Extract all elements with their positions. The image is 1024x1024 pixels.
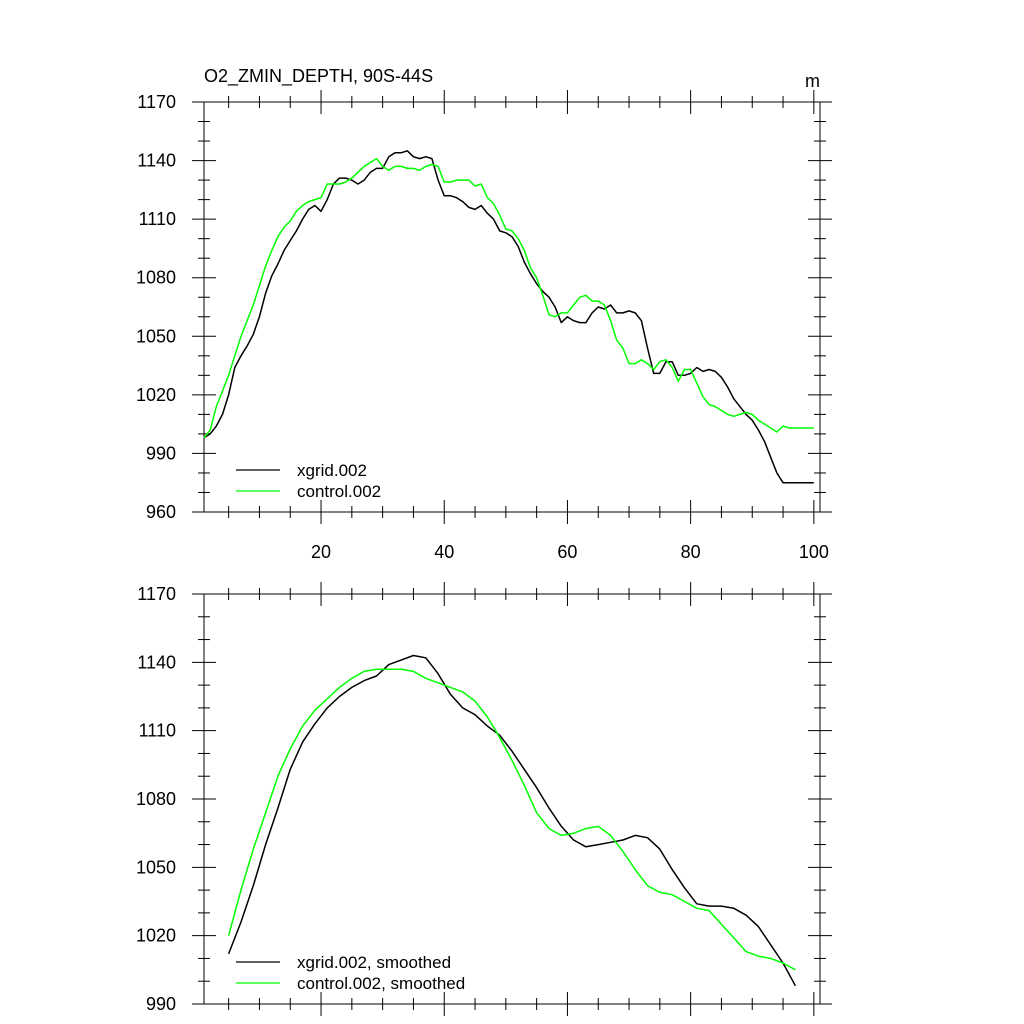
bottom-panel: 990 1020 1050 1080 1110 1140 1170 xgrid.002, s… <box>136 582 832 1016</box>
y-tick-label: 1080 <box>136 789 176 809</box>
legend: xgrid.002, smoothed control.002, smoothe… <box>236 953 465 993</box>
y-tick-label: 1110 <box>139 721 176 741</box>
x-tick-labels: 20 40 60 80 100 <box>311 542 829 562</box>
x-tick-label: 60 <box>557 542 577 562</box>
series-lines <box>203 150 814 484</box>
series-line-xgrid <box>203 150 814 484</box>
y-tick-label: 1140 <box>137 652 176 672</box>
x-tick-label: 20 <box>311 542 331 562</box>
y-tick-label: 1140 <box>137 151 176 171</box>
series-line-control <box>203 157 814 439</box>
y-tick-label: 1050 <box>136 326 176 346</box>
legend-label-control: control.002 <box>297 482 381 501</box>
plot-frame <box>203 593 821 1005</box>
y-tick-label: 1020 <box>136 926 176 946</box>
y-tick-label: 1170 <box>137 584 176 604</box>
legend-label-xgrid-smoothed: xgrid.002, smoothed <box>297 953 451 972</box>
y-tick-labels: 960 990 1020 1050 1080 1110 1140 1170 <box>136 92 176 522</box>
y-tick-label: 1080 <box>136 268 176 288</box>
legend-label-xgrid: xgrid.002 <box>297 461 367 480</box>
legend: xgrid.002 control.002 <box>236 461 381 501</box>
plot-frame <box>203 101 821 513</box>
y-tick-label: 1170 <box>137 92 176 112</box>
y-tick-label: 960 <box>146 502 176 522</box>
x-tick-label: 80 <box>681 542 701 562</box>
series-line-xgrid <box>227 654 797 987</box>
y-tick-label: 990 <box>146 443 176 463</box>
chart-title: O2_ZMIN_DEPTH, 90S-44S <box>204 66 433 87</box>
top-panel: O2_ZMIN_DEPTH, 90S-44S m 960 990 1020 1050 1… <box>136 66 832 562</box>
series-line-control <box>227 668 796 971</box>
tick-marks <box>192 90 832 524</box>
legend-label-control-smoothed: control.002, smoothed <box>297 974 465 993</box>
y-tick-label: 1020 <box>136 385 176 405</box>
x-tick-label: 40 <box>434 542 454 562</box>
y-tick-label: 1110 <box>139 209 176 229</box>
y-tick-labels: 990 1020 1050 1080 1110 1140 1170 <box>136 584 176 1014</box>
x-tick-label: 100 <box>799 542 829 562</box>
y-tick-label: 990 <box>146 994 176 1014</box>
series-lines <box>227 654 797 987</box>
units-label: m <box>805 71 820 91</box>
y-tick-label: 1050 <box>136 857 176 877</box>
tick-marks <box>192 582 832 1016</box>
